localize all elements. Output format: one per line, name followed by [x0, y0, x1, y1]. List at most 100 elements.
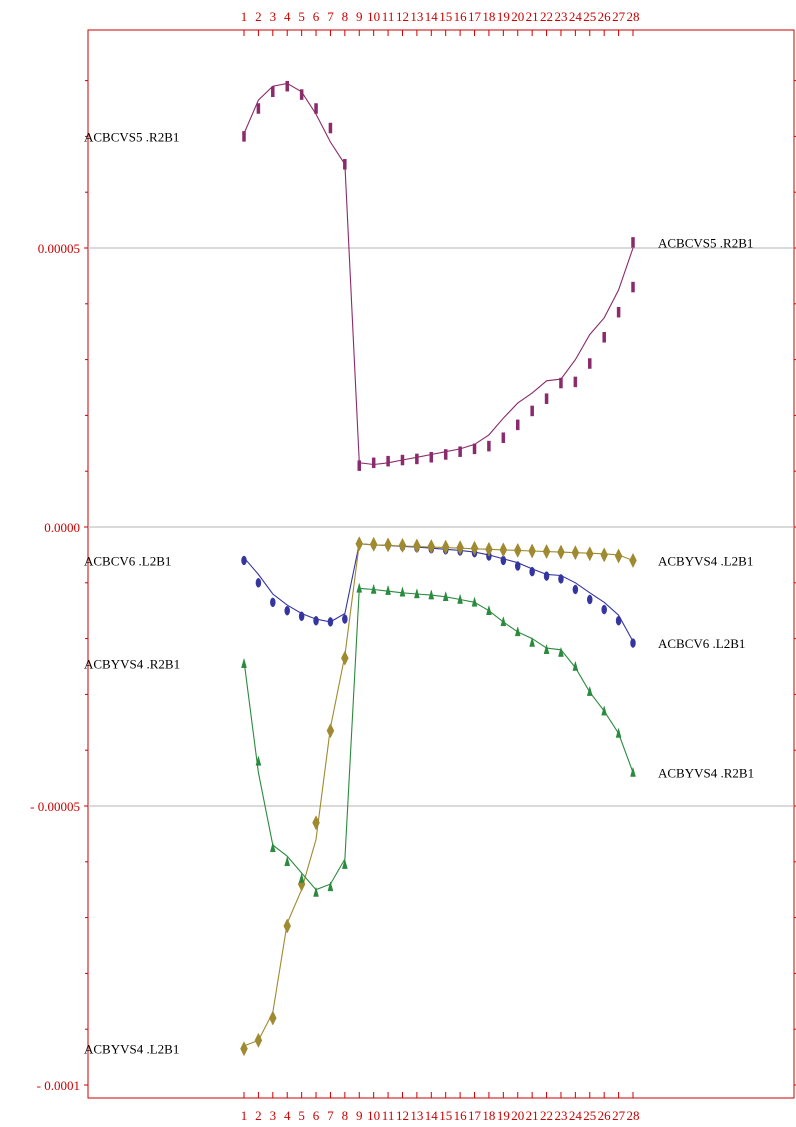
- x-tick-label-top: 14: [425, 9, 439, 24]
- x-tick-label-top: 28: [627, 9, 640, 24]
- x-tick-label-top: 1: [241, 9, 248, 24]
- data-point-triangle: [269, 841, 276, 853]
- x-tick-label-bottom: 28: [627, 1108, 640, 1123]
- data-point-triangle: [514, 625, 521, 637]
- data-point-diamond: [398, 537, 407, 553]
- x-tick-label-top: 2: [255, 9, 262, 24]
- data-point-diamond: [571, 545, 580, 561]
- x-tick-label-bottom: 15: [439, 1108, 452, 1123]
- x-tick-label-bottom: 19: [497, 1108, 510, 1123]
- x-tick-label-top: 24: [569, 9, 583, 24]
- data-point-triangle: [586, 685, 593, 696]
- x-tick-label-bottom: 17: [468, 1108, 482, 1123]
- data-point-triangle: [428, 589, 435, 600]
- data-point-oval: [558, 574, 564, 584]
- data-point-bar: [299, 89, 304, 100]
- data-point-triangle: [558, 646, 564, 657]
- data-point-diamond: [470, 540, 479, 556]
- grid-lines: [88, 247, 794, 807]
- x-tick-label-bottom: 20: [511, 1108, 524, 1123]
- x-tick-label-top: 8: [342, 9, 349, 24]
- data-point-bar: [544, 393, 549, 404]
- data-point-oval: [270, 597, 276, 608]
- data-point-oval: [615, 615, 622, 626]
- x-tick-label-top: 19: [497, 9, 510, 24]
- data-point-bar: [530, 405, 534, 417]
- data-point-oval: [514, 561, 521, 571]
- series-line: [243, 543, 634, 1047]
- data-point-triangle: [313, 886, 319, 897]
- x-tick-label-bottom: 7: [327, 1108, 334, 1123]
- x-tick-label-bottom: 24: [569, 1108, 583, 1123]
- data-point-bar: [631, 281, 635, 293]
- data-point-oval: [298, 611, 305, 622]
- data-point-triangle: [486, 604, 492, 615]
- data-point-bar: [242, 131, 246, 142]
- series-line: [243, 587, 634, 891]
- x-tick-label-bottom: 10: [367, 1108, 380, 1123]
- data-point-triangle: [543, 643, 550, 655]
- x-tick-label-top: 20: [511, 9, 524, 24]
- x-tick-label-top: 13: [410, 9, 423, 24]
- data-point-oval: [630, 638, 636, 648]
- data-point-triangle: [327, 880, 334, 892]
- x-tick-label-bottom: 12: [396, 1108, 409, 1123]
- data-point-oval: [543, 571, 550, 581]
- data-point-diamond: [513, 542, 522, 558]
- x-tick-label-top: 10: [367, 9, 380, 24]
- x-tick-label-top: 22: [540, 9, 553, 24]
- data-point-triangle: [370, 583, 377, 594]
- series-label-left: ACBCVS5 .R2B1: [84, 129, 179, 144]
- data-point-bar: [616, 306, 621, 318]
- data-point-diamond: [528, 543, 536, 559]
- x-tick-label-bottom: 21: [526, 1108, 539, 1123]
- data-point-oval: [313, 615, 319, 626]
- data-point-diamond: [283, 918, 292, 934]
- y-tick-label: - 0.0001: [37, 1078, 80, 1093]
- x-tick-label-top: 5: [298, 9, 305, 24]
- data-point-triangle: [471, 596, 478, 607]
- data-point-diamond: [557, 544, 565, 560]
- x-tick-label-bottom: 8: [342, 1108, 349, 1123]
- data-point-triangle: [356, 582, 363, 593]
- x-tick-label-top: 7: [327, 9, 334, 24]
- x-tick-label-top: 11: [382, 9, 395, 24]
- data-point-triangle: [385, 584, 391, 595]
- data-point-diamond: [355, 536, 364, 552]
- x-tick-label-bottom: 26: [598, 1108, 612, 1123]
- data-point-bar: [443, 449, 448, 460]
- data-point-triangle: [414, 588, 420, 599]
- x-tick-label-top: 12: [396, 9, 409, 24]
- data-point-diamond: [413, 538, 421, 554]
- series-group: [240, 536, 637, 1057]
- data-point-bar: [285, 80, 289, 92]
- data-point-triangle: [284, 855, 291, 867]
- series-label-left: ACBYVS4 .R2B1: [84, 657, 180, 672]
- data-point-diamond: [441, 539, 450, 555]
- x-tick-label-top: 9: [356, 9, 363, 24]
- data-point-triangle: [615, 727, 622, 738]
- data-point-diamond: [341, 650, 349, 666]
- series-label-right: ACBCVS5 .R2B1: [658, 235, 753, 250]
- data-point-oval: [572, 584, 579, 595]
- data-point-oval: [327, 617, 334, 627]
- data-point-triangle: [298, 872, 305, 883]
- data-point-oval: [284, 605, 290, 616]
- x-tick-label-top: 6: [313, 9, 320, 24]
- x-tick-label-bottom: 3: [270, 1108, 277, 1123]
- data-point-diamond: [312, 815, 320, 831]
- data-point-bar: [271, 86, 275, 98]
- x-tick-label-top: 17: [468, 9, 482, 24]
- data-point-diamond: [585, 546, 594, 562]
- data-point-bar: [386, 455, 390, 467]
- data-point-diamond: [384, 537, 392, 553]
- data-point-bar: [487, 440, 491, 452]
- data-point-bar: [415, 453, 419, 465]
- x-tick-label-bottom: 2: [255, 1108, 262, 1123]
- x-tick-label-bottom: 25: [583, 1108, 596, 1123]
- data-point-bar: [328, 122, 333, 134]
- data-point-bar: [343, 159, 347, 170]
- series-label-left: ACBYVS4 .L2B1: [84, 1042, 179, 1057]
- data-point-oval: [255, 578, 262, 588]
- series-layer: [240, 80, 637, 1057]
